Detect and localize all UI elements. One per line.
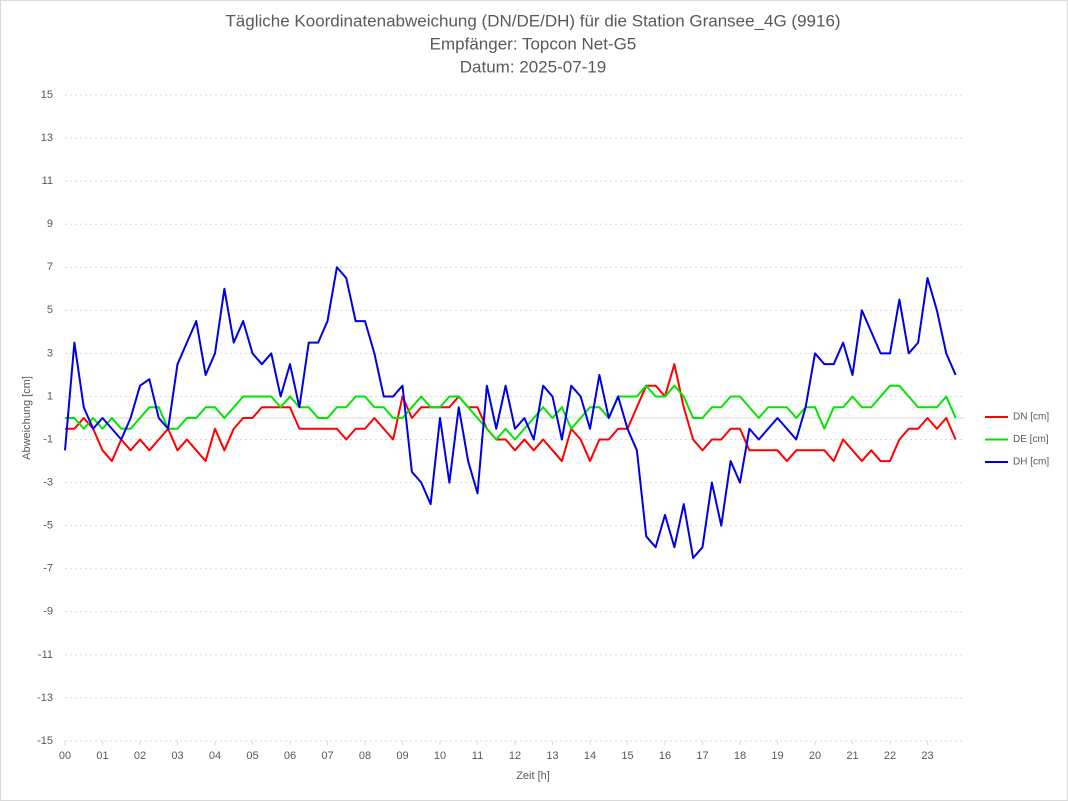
chart-date: Datum: 2025-07-19 [460,57,606,76]
y-tick-label: 7 [47,261,53,273]
x-tick-label: 07 [321,750,333,762]
x-tick-label: 09 [396,750,408,762]
x-tick-label: 06 [284,750,296,762]
legend-label: DE [cm] [1013,434,1049,445]
y-tick-label: -9 [43,606,53,618]
x-tick-label: 04 [209,750,221,762]
x-tick-label: 10 [434,750,446,762]
y-tick-label: 1 [47,390,53,402]
x-tick-label: 01 [96,750,108,762]
y-tick-label: -5 [43,520,53,532]
data-line [65,384,957,441]
x-tick-label: 05 [246,750,258,762]
y-tick-label: 9 [47,218,53,230]
x-tick-label: 23 [921,750,933,762]
y-tick-label: 5 [47,304,53,316]
data-line [65,363,957,463]
legend-label: DH [cm] [1013,457,1049,468]
x-tick-label: 18 [734,750,746,762]
x-tick-label: 11 [472,750,483,762]
chart-subtitle: Empfänger: Topcon Net-G5 [430,34,637,53]
x-tick-label: 16 [659,750,671,762]
data-line [64,266,957,559]
x-tick-label: 12 [509,750,521,762]
x-tick-label: 08 [359,750,371,762]
y-tick-label: -1 [43,433,53,445]
chart-title: Tägliche Koordinatenabweichung (DN/DE/DH… [225,11,840,30]
x-tick-label: 15 [621,750,633,762]
x-axis-label: Zeit [h] [516,770,550,782]
y-tick-label: -11 [38,649,53,661]
x-tick-label: 13 [546,750,558,762]
x-tick-label: 14 [584,750,596,762]
y-tick-label: -3 [43,477,53,489]
x-tick-label: 17 [696,750,708,762]
y-tick-label: -15 [37,735,53,747]
y-tick-label: 11 [42,175,53,187]
y-tick-label: -7 [43,563,53,575]
y-tick-label: -13 [37,692,53,704]
x-tick-label: 22 [884,750,896,762]
x-tick-label: 00 [59,750,71,762]
x-tick-label: 02 [134,750,146,762]
x-tick-label: 21 [846,750,858,762]
x-tick-label: 20 [809,750,821,762]
y-tick-label: 13 [41,132,53,144]
y-tick-label: 15 [41,89,53,101]
y-axis-label: Abweichung [cm] [21,376,33,460]
y-tick-label: 3 [47,347,53,359]
legend-label: DN [cm] [1013,412,1049,423]
x-tick-label: 19 [771,750,783,762]
x-tick-label: 03 [171,750,183,762]
